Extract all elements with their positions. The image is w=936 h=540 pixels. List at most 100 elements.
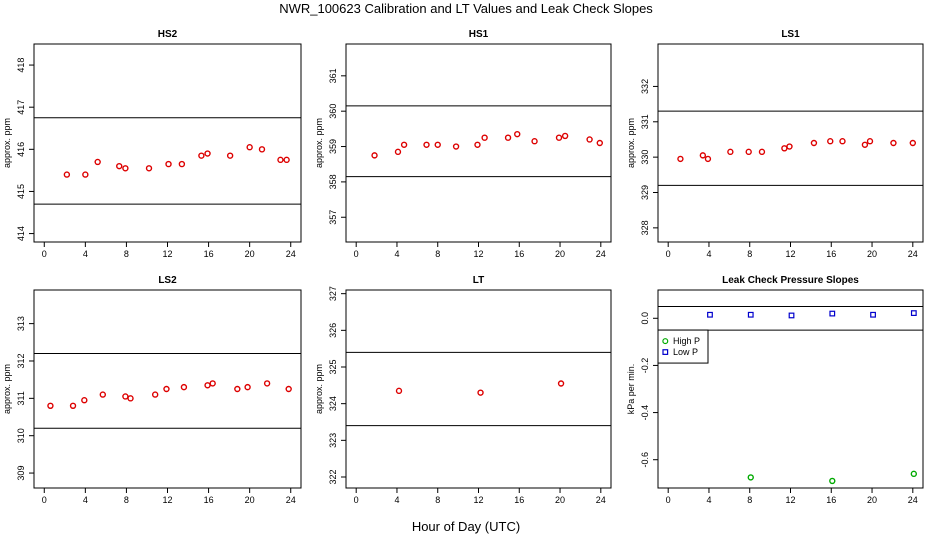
x-tick-label: 20	[555, 495, 565, 505]
x-tick-label: 24	[908, 249, 918, 259]
data-point	[82, 171, 89, 178]
panel-hs1: HS1 0 4 8 12 16 20 24 357 358 359 360 361 approx. ppm	[314, 29, 612, 259]
data-point	[400, 141, 408, 148]
x-tick-label: 16	[204, 495, 214, 505]
x-tick-label: 20	[867, 249, 877, 259]
x-tick-label: 4	[394, 495, 399, 505]
data-point	[909, 139, 917, 147]
data-point	[452, 143, 460, 150]
x-tick-label: 0	[42, 495, 47, 505]
data-point	[246, 144, 253, 151]
y-tick-label: 328	[640, 220, 650, 235]
y-tick-label: 310	[16, 428, 26, 443]
x-tick-label: 24	[286, 249, 296, 259]
y-axis-label: approx. ppm	[626, 118, 636, 168]
y-tick-label: 415	[16, 184, 26, 199]
data-point	[63, 171, 71, 178]
x-tick-label: 12	[473, 495, 483, 505]
data-point	[145, 165, 153, 172]
data-point	[586, 136, 593, 143]
panel-leak-check-pressure-slopes: Leak Check Pressure Slopes 0 4 8 12 16 20 24 0.0…	[626, 275, 924, 505]
x-tick-label: 4	[706, 495, 711, 505]
y-tick-label: 309	[16, 466, 26, 481]
x-tick-label: 24	[908, 495, 918, 505]
panel-title: LS2	[158, 275, 177, 286]
x-tick-label: 0	[666, 495, 671, 505]
x-tick-label: 20	[245, 495, 255, 505]
x-tick-label: 8	[435, 249, 440, 259]
data-point	[827, 138, 834, 145]
data-point	[122, 393, 129, 400]
x-tick-label: 20	[555, 249, 565, 259]
legend-label: Low P	[673, 347, 698, 357]
data-point	[596, 139, 603, 147]
data-point	[481, 134, 488, 141]
data-point	[866, 138, 874, 145]
x-tick-label: 12	[473, 249, 483, 259]
y-tick-label: 330	[640, 150, 650, 165]
panel-ls1: LS1 0 4 8 12 16 20 24 328 329 330 331 332 approx. ppm	[626, 29, 924, 259]
data-point	[504, 134, 512, 141]
data-point	[180, 383, 188, 391]
data-point	[699, 152, 707, 159]
y-tick-label: 361	[328, 68, 338, 83]
data-point	[258, 146, 266, 153]
data-point	[394, 148, 402, 156]
x-tick-label: 24	[596, 495, 606, 505]
data-point	[94, 158, 101, 166]
x-tick-label: 12	[785, 495, 795, 505]
x-tick-label: 8	[747, 249, 752, 259]
data-point	[781, 145, 788, 152]
y-tick-label: 326	[328, 323, 338, 338]
plot-frame	[33, 43, 302, 243]
y-axis-label: approx. ppm	[314, 364, 324, 414]
y-tick-label: 323	[328, 433, 338, 448]
data-point	[127, 395, 134, 402]
data-point	[555, 134, 563, 141]
data-point-square	[707, 311, 713, 318]
data-point	[704, 155, 712, 163]
data-point	[178, 160, 186, 168]
data-point	[277, 156, 284, 164]
x-tick-label: 24	[286, 495, 296, 505]
x-tick-label: 12	[162, 495, 172, 505]
y-tick-label: 322	[328, 469, 338, 484]
data-point-square	[910, 310, 917, 316]
x-tick-label: 0	[354, 495, 359, 505]
data-point	[69, 402, 77, 410]
data-point	[861, 141, 869, 148]
data-point	[839, 138, 846, 145]
x-tick-label: 20	[867, 495, 877, 505]
y-tick-label: 332	[640, 79, 650, 94]
plot-frame	[657, 289, 924, 489]
data-point	[810, 139, 818, 147]
y-tick-label: -0.2	[640, 358, 650, 374]
y-tick-label: 324	[328, 396, 338, 411]
figure-title: NWR_100623 Calibration and LT Values and…	[279, 1, 653, 16]
data-point	[561, 132, 569, 140]
x-tick-label: 8	[435, 495, 440, 505]
data-point	[163, 385, 170, 393]
data-point	[745, 148, 752, 156]
y-tick-label: 327	[328, 286, 338, 301]
x-tick-label: 4	[83, 495, 88, 505]
y-tick-label: 312	[16, 353, 26, 368]
data-point	[829, 477, 836, 485]
data-point	[204, 382, 211, 389]
y-tick-label: 360	[328, 104, 338, 119]
panel-title: LS1	[781, 29, 800, 40]
x-tick-label: 16	[826, 249, 836, 259]
panel-lt: LT 0 4 8 12 16 20 24 322 323 324 325 326 327 approx. p…	[314, 275, 612, 505]
plot-frame	[345, 289, 612, 489]
data-point	[204, 150, 211, 157]
y-tick-label: 357	[328, 210, 338, 225]
data-point	[747, 474, 754, 481]
legend-marker-square	[662, 349, 669, 355]
data-point	[423, 141, 430, 148]
x-tick-label: 24	[596, 249, 606, 259]
panel-title: HS2	[158, 29, 178, 40]
x-tick-label: 16	[514, 495, 524, 505]
x-tick-label: 12	[785, 249, 795, 259]
x-tick-label: 4	[83, 249, 88, 259]
